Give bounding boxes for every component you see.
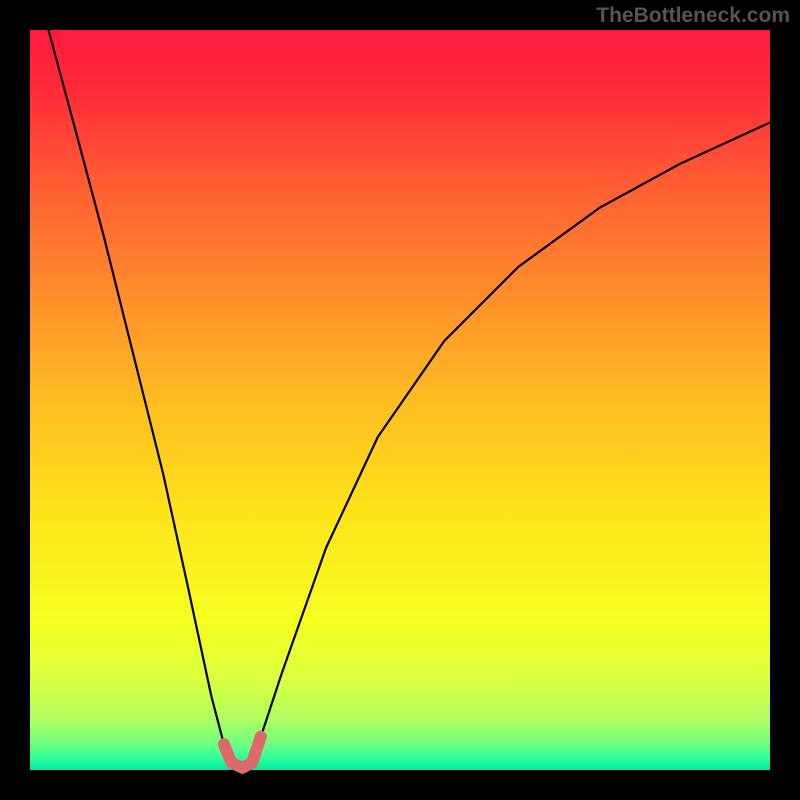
chart-stage: TheBottleneck.com xyxy=(0,0,800,800)
chart-svg xyxy=(0,0,800,800)
plot-area xyxy=(30,30,770,770)
watermark: TheBottleneck.com xyxy=(596,4,790,28)
